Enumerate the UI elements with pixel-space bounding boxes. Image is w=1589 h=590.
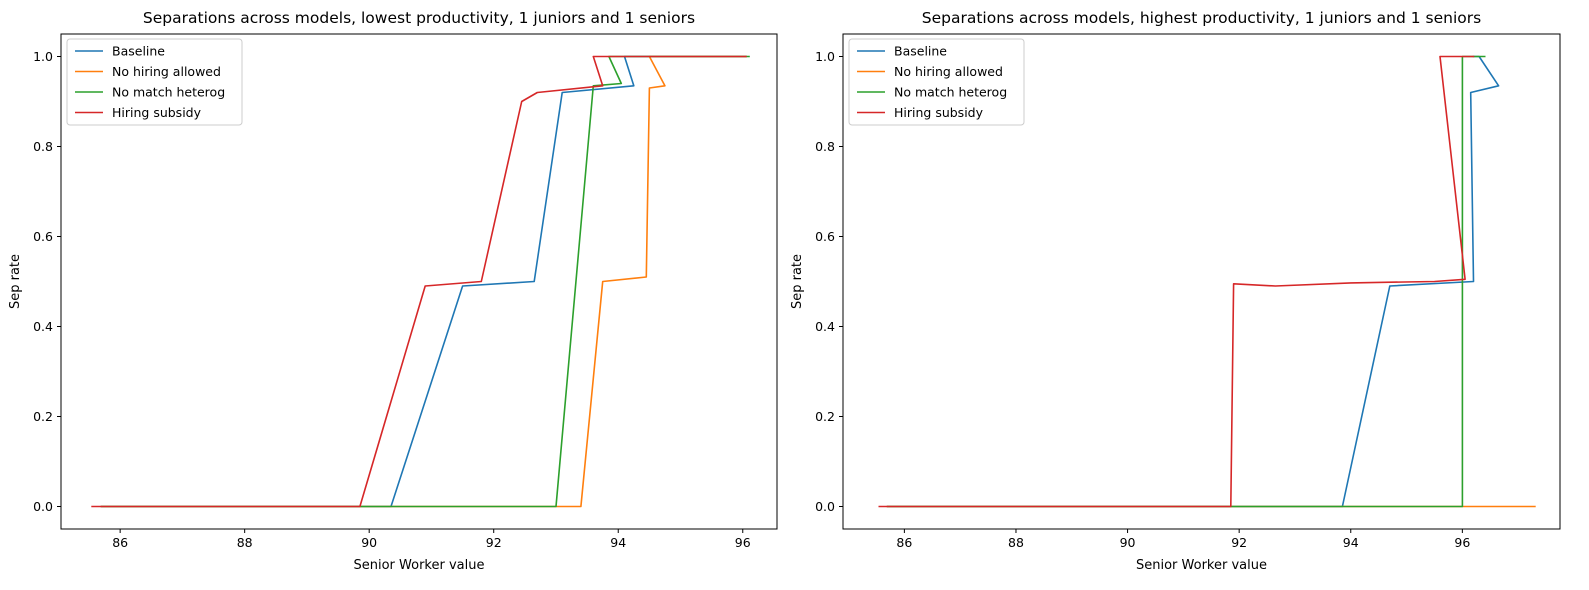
series-line-baseline — [886, 55, 1500, 508]
x-tick-label: 96 — [1454, 535, 1470, 550]
y-tick-label: 0.0 — [33, 499, 53, 514]
y-tick-label: 0.4 — [815, 319, 835, 334]
legend-entry-label: Baseline — [112, 44, 165, 59]
legend-entry-label: No hiring allowed — [112, 64, 221, 79]
y-axis-label: Sep rate — [8, 254, 23, 309]
x-tick-label: 94 — [610, 535, 626, 550]
x-tick-label: 86 — [112, 535, 128, 550]
legend-box — [66, 38, 243, 126]
legend-entry-label: No match heterog — [112, 85, 225, 100]
chart-panel-1: 86 88 90 92 94 96 0.0 0.2 0.4 0.6 0.8 1.0 Separation… — [8, 9, 778, 573]
series-group — [91, 55, 750, 508]
x-tick-label: 86 — [896, 535, 912, 550]
chart-title: Separations across models, highest produ… — [922, 9, 1481, 27]
x-axis-label: Senior Worker value — [1136, 558, 1267, 573]
legend: Baseline No hiring allowed No match hetero… — [848, 38, 1025, 126]
y-tick-label: 0.6 — [815, 229, 835, 244]
series-line-hiring-subsidy — [91, 55, 747, 508]
series-line-no-hiring-allowed — [100, 55, 747, 508]
legend-entry-label: Hiring subsidy — [112, 105, 202, 120]
x-tick-label: 92 — [486, 535, 502, 550]
x-tick-label: 88 — [1008, 535, 1024, 550]
chart-panel-2: 86 88 90 92 94 96 0.0 0.2 0.4 0.6 0.8 1.0 Separation… — [790, 9, 1561, 573]
x-tick-label: 88 — [237, 535, 253, 550]
x-axis-label: Senior Worker value — [354, 558, 485, 573]
x-tick-label: 90 — [361, 535, 377, 550]
axes-frame — [60, 33, 778, 530]
y-tick-label: 0.0 — [815, 499, 835, 514]
y-tick-label: 0.2 — [33, 409, 53, 424]
x-tick-label: 92 — [1231, 535, 1247, 550]
series-group — [878, 55, 1536, 508]
y-tick-label: 0.6 — [33, 229, 53, 244]
x-tick-label: 90 — [1120, 535, 1136, 550]
legend-entry-label: Hiring subsidy — [894, 105, 984, 120]
axes-frame — [842, 33, 1561, 530]
legend-entry-label: No match heterog — [894, 85, 1007, 100]
legend-box — [848, 38, 1025, 126]
series-line-hiring-subsidy — [878, 55, 1475, 508]
y-tick-label: 0.8 — [815, 139, 835, 154]
legend-entry-label: No hiring allowed — [894, 64, 1003, 79]
y-tick-label: 0.2 — [815, 409, 835, 424]
y-tick-label: 0.8 — [33, 139, 53, 154]
y-axis-label: Sep rate — [790, 254, 805, 309]
series-line-baseline — [100, 55, 747, 508]
chart-title: Separations across models, lowest produc… — [143, 9, 695, 27]
y-tick-label: 1.0 — [815, 49, 835, 64]
y-tick-label: 1.0 — [33, 49, 53, 64]
y-tick-label: 0.4 — [33, 319, 53, 334]
x-tick-label: 94 — [1343, 535, 1359, 550]
legend: Baseline No hiring allowed No match hetero… — [66, 38, 243, 126]
legend-entry-label: Baseline — [894, 44, 947, 59]
x-tick-label: 96 — [735, 535, 751, 550]
